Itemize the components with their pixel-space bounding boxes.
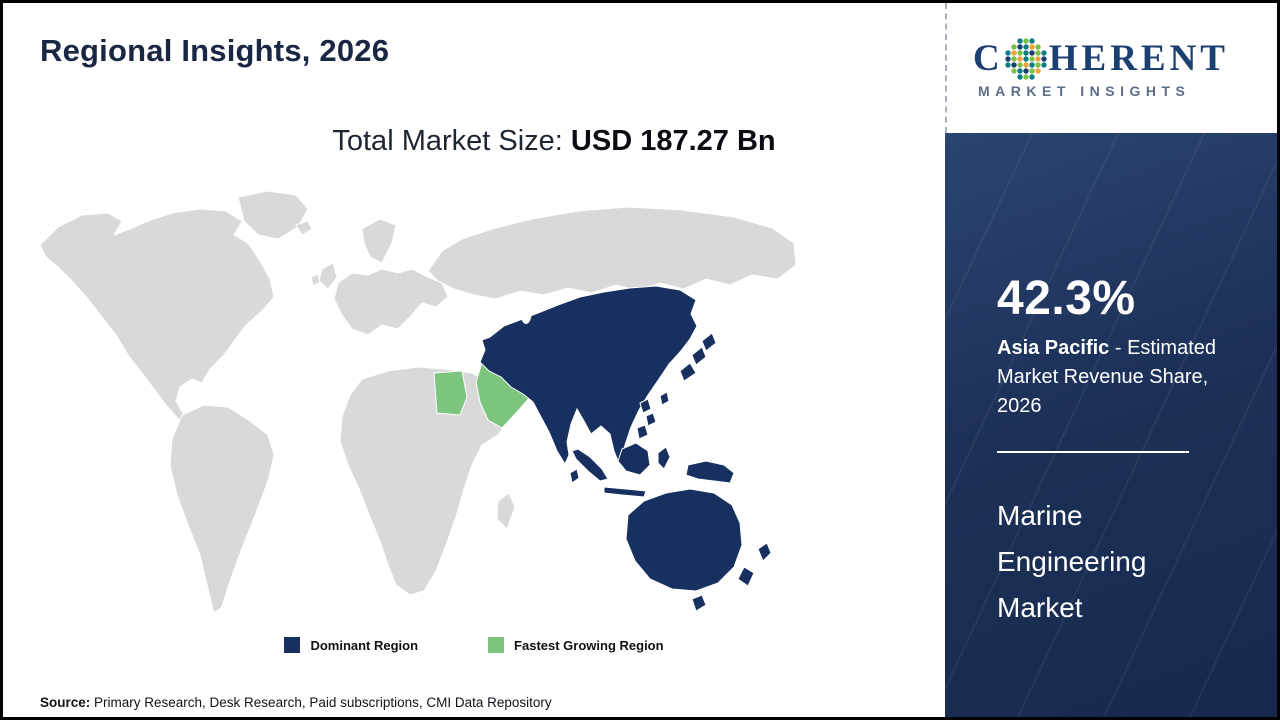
brand-logo: C HERENT MARKET INSIGHTS — [945, 3, 1277, 133]
dominant-region-swatch-icon — [284, 637, 301, 653]
region-asia-pacific — [479, 285, 772, 612]
logo-wordmark: C HERENT — [973, 37, 1277, 80]
region-australia — [625, 488, 743, 592]
caspian-sea — [520, 298, 532, 324]
map-legend: Dominant Region Fastest Growing Region — [3, 637, 945, 653]
legend-dominant-region: Dominant Region — [284, 637, 418, 653]
total-market-size-value: USD 187.27 Bn — [570, 125, 776, 157]
logo-text-prefix: C — [973, 38, 1004, 79]
total-market-size: Total Market Size: USD 187.27 Bn — [3, 125, 945, 158]
source-line: Source: Primary Research, Desk Research,… — [40, 695, 552, 710]
region-asia-mainland — [479, 285, 698, 468]
legend-dominant-label: Dominant Region — [310, 637, 419, 653]
land-iceland — [295, 220, 313, 236]
main-content: Regional Insights, 2026 Total Market Siz… — [3, 3, 945, 717]
source-label: Source: — [40, 695, 91, 710]
land-ireland — [310, 273, 321, 287]
logo-text-suffix: HERENT — [1048, 38, 1229, 79]
land-madagascar — [496, 492, 516, 530]
source-text: Primary Research, Desk Research, Paid su… — [90, 695, 552, 710]
land-south-america — [169, 404, 275, 614]
land-north-america — [39, 208, 275, 429]
market-name: Marine Engineering Market — [997, 500, 1147, 624]
region-egypt — [433, 370, 468, 416]
region-philippines — [636, 398, 657, 440]
region-sri-lanka — [569, 468, 580, 484]
fastest-growing-region-swatch-icon — [488, 637, 505, 653]
map-land-gray — [39, 190, 797, 614]
land-scandinavia — [361, 218, 397, 264]
region-japan — [679, 332, 717, 382]
region-taiwan — [659, 391, 670, 406]
page-title: Regional Insights, 2026 — [40, 33, 390, 68]
legend-growing-label: Fastest Growing Region — [514, 637, 664, 653]
region-name: Asia Pacific — [997, 337, 1110, 359]
world-map-svg — [39, 190, 797, 614]
highlight-sidebar: 42.3% Asia Pacific - Estimated Market Re… — [945, 133, 1277, 717]
land-russia-north-asia — [427, 206, 797, 300]
region-tasmania — [691, 594, 707, 612]
total-market-size-label: Total Market Size: — [332, 125, 571, 157]
logo-tagline: MARKET INSIGHTS — [978, 83, 1191, 99]
land-greenland — [237, 190, 309, 240]
region-description: - Estimated Market Revenue Share, 2026 — [997, 337, 1216, 417]
dotted-globe-icon — [1005, 37, 1047, 80]
world-map — [30, 183, 810, 633]
legend-fastest-growing-region: Fastest Growing Region — [488, 637, 664, 653]
sidebar-divider — [997, 451, 1189, 453]
revenue-share-value: 42.3% — [997, 272, 1136, 325]
land-uk — [318, 262, 338, 290]
region-new-zealand — [737, 542, 772, 587]
land-europe — [333, 268, 449, 336]
region-indonesia — [571, 442, 735, 498]
sidebar-content: 42.3% Asia Pacific - Estimated Market Re… — [945, 133, 1277, 632]
revenue-share-caption: Asia Pacific - Estimated Market Revenue … — [997, 334, 1242, 421]
